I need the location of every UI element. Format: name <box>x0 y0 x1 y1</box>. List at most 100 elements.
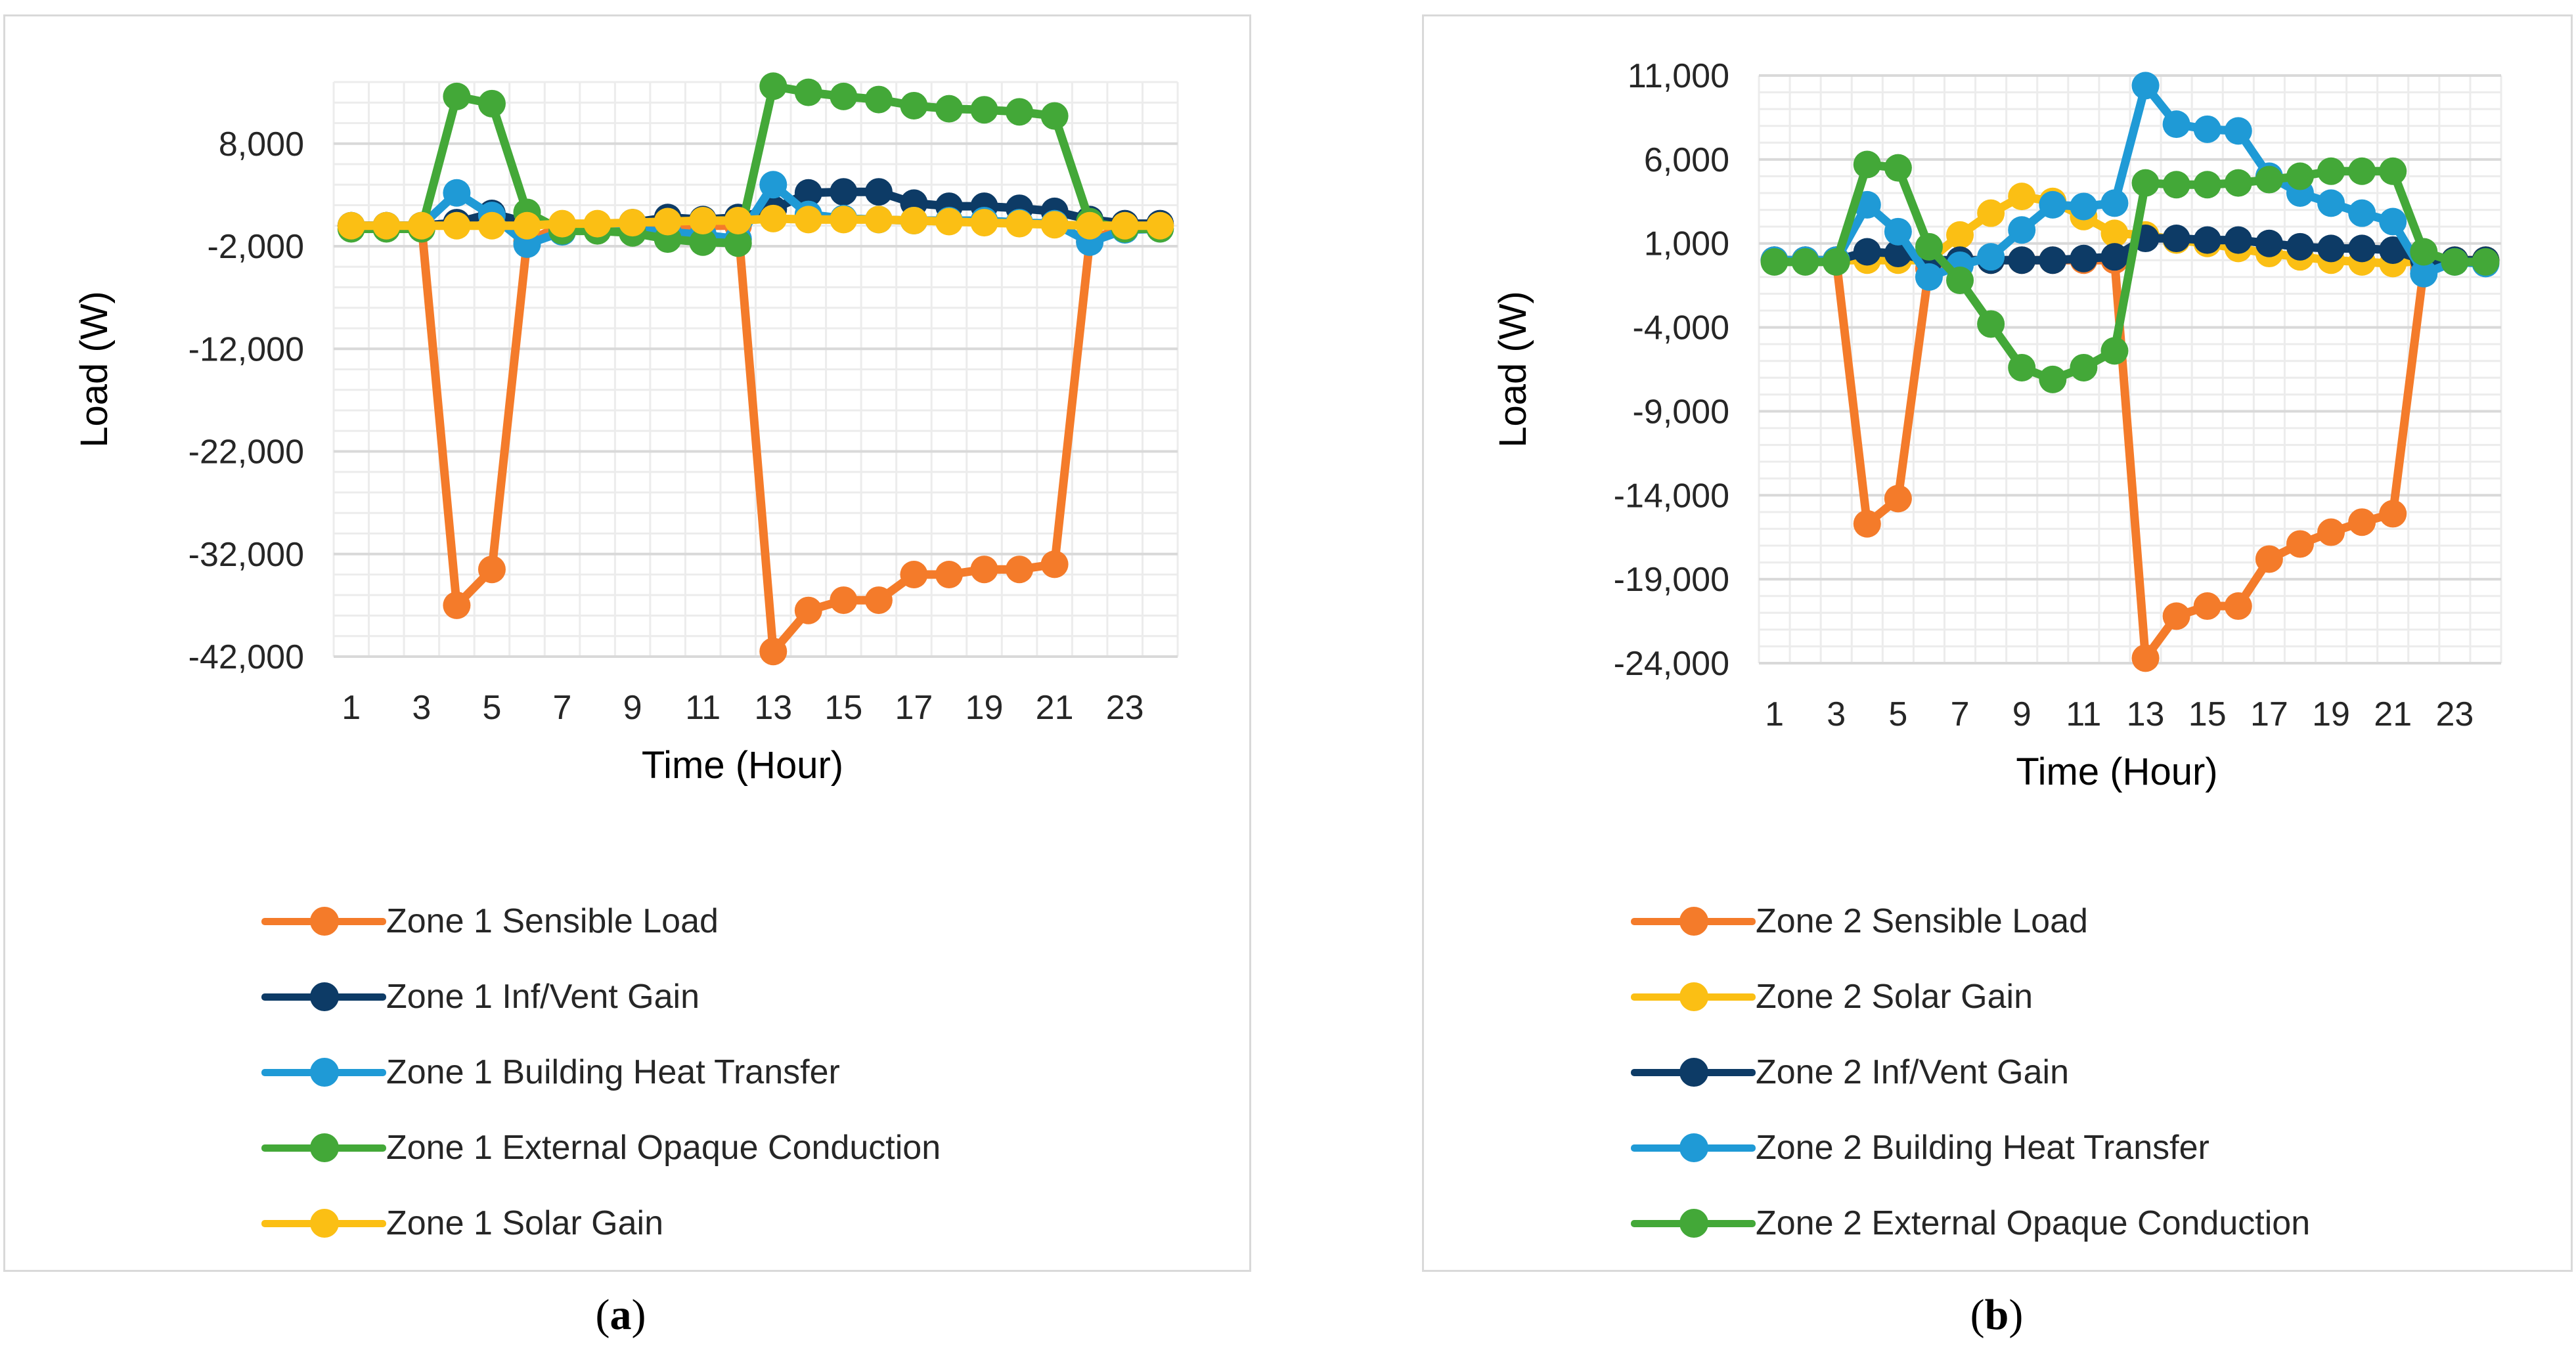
caption-a: (a) <box>595 1291 646 1339</box>
data-point <box>1146 211 1174 240</box>
legend-label: Zone 2 Solar Gain <box>1756 977 2033 1016</box>
data-point <box>830 206 858 234</box>
legend-marker <box>1679 1133 1708 1162</box>
data-point <box>1946 266 1974 294</box>
data-point <box>794 179 822 207</box>
legend-marker <box>310 1208 339 1238</box>
data-point <box>2193 171 2221 199</box>
legend-marker <box>310 1133 339 1162</box>
data-point <box>2100 337 2129 365</box>
data-point <box>2070 192 2098 221</box>
data-point <box>830 586 858 615</box>
data-point <box>2379 236 2407 264</box>
data-point <box>443 591 471 619</box>
caption-b: (b) <box>1970 1291 2024 1339</box>
x-tick-label: 19 <box>966 689 1004 727</box>
x-tick-label: 5 <box>482 689 501 727</box>
legend-swatch <box>261 905 386 937</box>
data-point <box>689 228 717 256</box>
data-point <box>1977 310 2005 338</box>
legend-label: Zone 2 Building Heat Transfer <box>1756 1128 2210 1167</box>
data-point <box>724 229 752 257</box>
legend-label: Zone 2 Inf/Vent Gain <box>1756 1053 2069 1091</box>
legend-swatch <box>261 981 386 1012</box>
data-point <box>443 179 471 207</box>
data-point <box>2441 248 2469 276</box>
legend-marker <box>1679 906 1708 936</box>
data-point <box>443 82 471 110</box>
data-point <box>2255 545 2283 573</box>
y-tick-label: -24,000 <box>1614 645 1729 683</box>
data-point <box>619 209 647 237</box>
y-tick-label: 8,000 <box>219 125 304 163</box>
x-tick-label: 15 <box>824 689 862 727</box>
data-point <box>935 95 963 123</box>
data-point <box>935 561 963 588</box>
data-point <box>2472 248 2500 276</box>
data-point <box>794 78 822 106</box>
data-point <box>372 211 401 240</box>
x-tick-label: 7 <box>1951 695 1970 733</box>
legend-item: Zone 1 Inf/Vent Gain <box>261 959 941 1034</box>
legend-marker <box>310 982 339 1011</box>
y-tick-label: -32,000 <box>189 536 304 574</box>
data-point <box>1040 211 1069 239</box>
x-tick-label: 23 <box>1106 689 1144 727</box>
data-point <box>864 206 893 234</box>
data-point <box>2255 229 2283 257</box>
data-point <box>1006 209 1034 238</box>
data-point <box>2224 117 2252 145</box>
data-point <box>477 89 506 118</box>
data-point <box>477 211 506 240</box>
data-point <box>864 178 893 206</box>
data-point <box>1040 102 1069 130</box>
data-point <box>1853 510 1881 538</box>
chart-panel-a: 8,000 -2,000 -12,000 -22,000 -32,000 -42,000 1… <box>3 14 1251 1272</box>
data-point <box>759 638 788 666</box>
x-axis-title: Time (Hour) <box>2016 751 2217 793</box>
data-point <box>864 586 893 615</box>
data-point <box>1822 248 1850 276</box>
data-point <box>2224 592 2252 620</box>
data-point <box>2255 165 2283 194</box>
data-point <box>2224 226 2252 254</box>
legend-swatch <box>1631 981 1756 1012</box>
x-tick-label: 11 <box>2066 695 2101 733</box>
legend-label: Zone 1 Building Heat Transfer <box>386 1053 840 1091</box>
data-point <box>900 561 928 588</box>
data-point <box>2162 171 2190 199</box>
legend-item: Zone 1 Sensible Load <box>261 883 941 959</box>
data-point <box>1791 248 1819 276</box>
x-tick-label: 17 <box>2250 695 2288 733</box>
data-point <box>1884 154 1912 182</box>
chart-panel-b: 11,000 6,000 1,000 -4,000 -9,000 -14,000 -19,0… <box>1422 14 2573 1272</box>
data-point <box>1111 211 1139 240</box>
legend-swatch <box>1631 1208 1756 1239</box>
chart-b-svg: 11,000 6,000 1,000 -4,000 -9,000 -14,000 -19,0… <box>1492 57 2502 793</box>
y-tick-label: 6,000 <box>1644 141 1729 179</box>
data-point <box>794 206 822 234</box>
x-tick-label: 17 <box>895 689 933 727</box>
legend-swatch <box>1631 1132 1756 1164</box>
x-tick-label: 23 <box>2435 695 2474 733</box>
data-point <box>2379 157 2407 185</box>
data-point <box>2379 500 2407 528</box>
data-point <box>759 72 788 100</box>
legend-label: Zone 1 External Opaque Conduction <box>386 1128 941 1167</box>
data-point <box>2039 365 2067 393</box>
x-tick-label: 9 <box>2012 695 2032 733</box>
legend-marker <box>310 1057 339 1087</box>
data-point <box>2070 244 2098 272</box>
data-point <box>830 178 858 206</box>
legend-swatch <box>1631 1056 1756 1088</box>
data-point <box>2131 644 2160 672</box>
data-point <box>548 209 577 238</box>
y-tick-label: -2,000 <box>208 228 304 266</box>
data-point <box>1006 555 1034 584</box>
data-point <box>1760 248 1788 276</box>
data-point <box>1884 485 1912 513</box>
data-point <box>759 171 788 199</box>
x-tick-label: 3 <box>412 689 431 727</box>
data-point <box>2317 234 2345 263</box>
data-point <box>2193 226 2221 254</box>
